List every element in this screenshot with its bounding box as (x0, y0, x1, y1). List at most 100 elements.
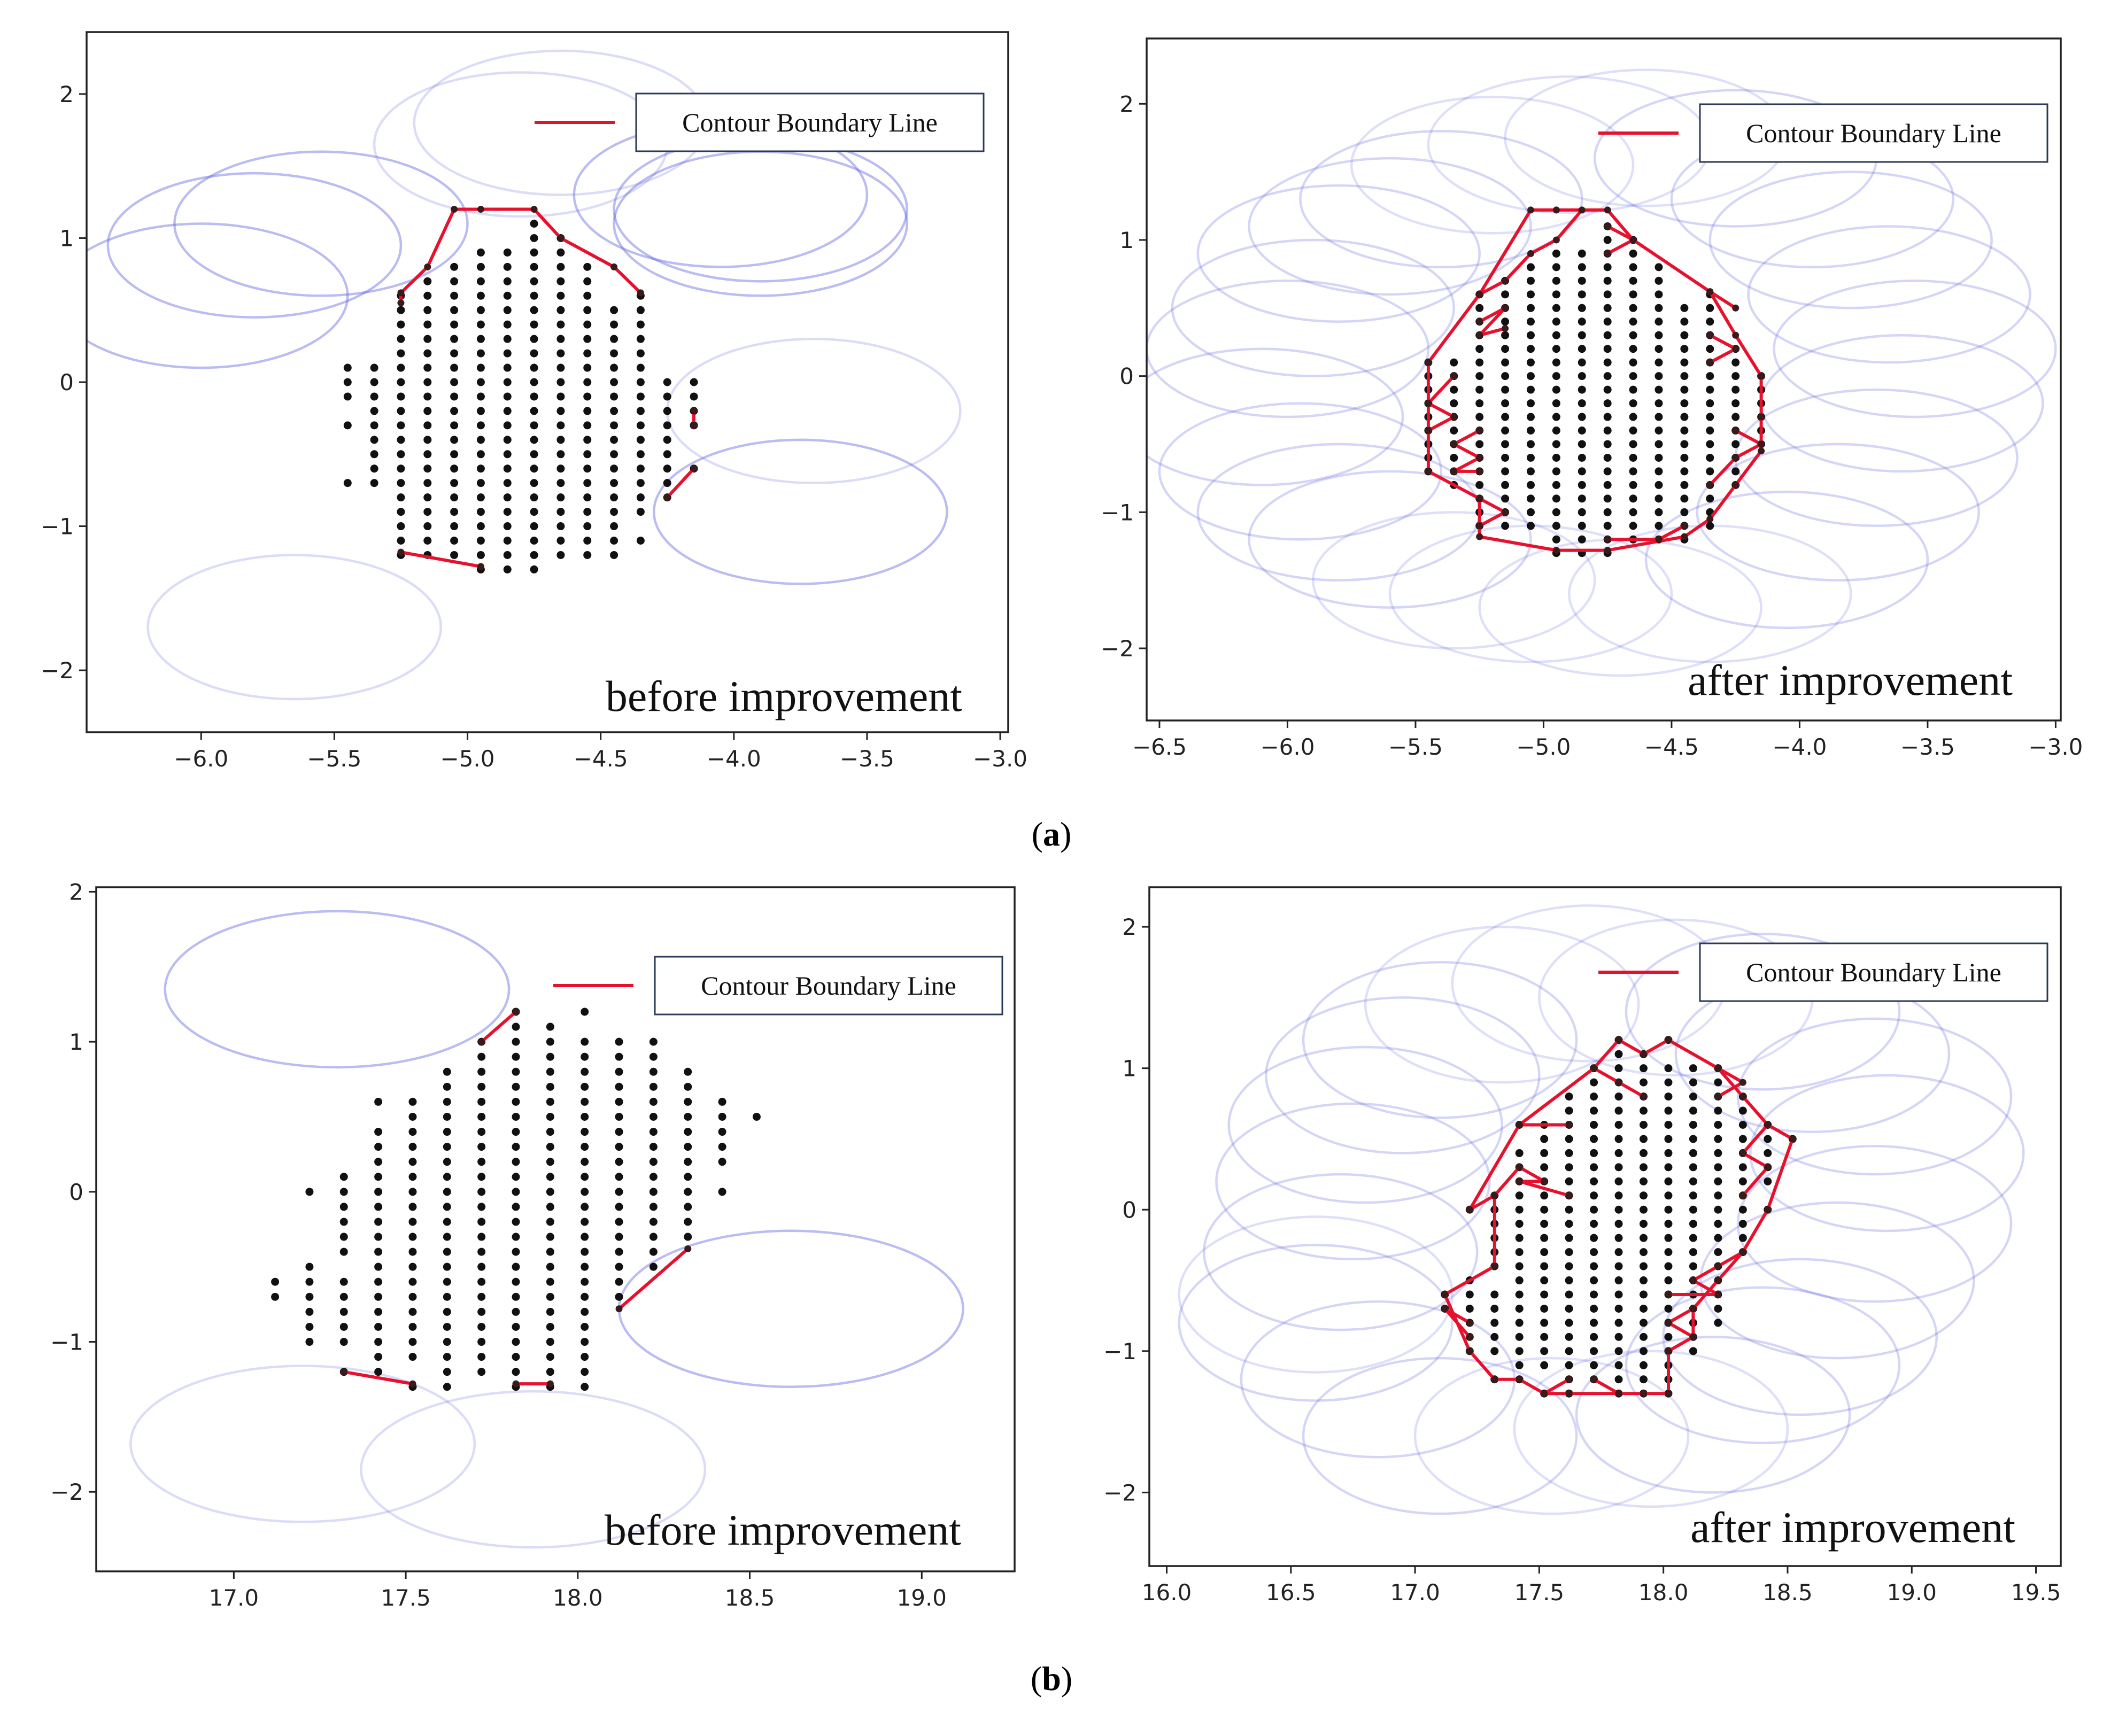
data-point (581, 1007, 589, 1016)
boundary-vertex (1732, 481, 1739, 489)
data-point (477, 1052, 486, 1061)
data-point (477, 1322, 486, 1331)
data-point (503, 508, 512, 516)
circle-mark (173, 150, 469, 297)
data-point (408, 1188, 417, 1196)
data-point (1714, 1177, 1722, 1185)
data-point (1714, 1205, 1722, 1214)
data-point (546, 1277, 554, 1286)
boundary-vertex (409, 1380, 416, 1388)
data-point (1603, 413, 1612, 421)
data-point (583, 349, 592, 358)
data-point (397, 378, 405, 386)
circle-mark (1202, 1173, 1479, 1331)
data-point (423, 464, 432, 473)
panel-annotation: before improvement (605, 1506, 961, 1554)
boundary-vertex (1502, 508, 1509, 516)
data-point (1714, 1149, 1722, 1157)
data-point (1614, 1276, 1623, 1285)
data-point (1526, 453, 1535, 462)
data-point (718, 1188, 726, 1196)
data-point (718, 1128, 726, 1136)
boundary-vertex (1450, 413, 1458, 421)
data-point (305, 1307, 314, 1316)
data-point (1714, 1220, 1722, 1228)
data-point (636, 450, 645, 459)
boundary-vertex (1604, 206, 1611, 214)
data-point (408, 1143, 417, 1151)
data-point (512, 1188, 520, 1196)
data-point (1629, 480, 1637, 489)
data-point (397, 335, 405, 343)
data-point (530, 392, 538, 401)
data-point (615, 1067, 623, 1076)
data-point (1680, 427, 1689, 435)
data-point (397, 421, 405, 430)
data-point (663, 407, 671, 415)
data-point (1526, 522, 1535, 530)
data-point (1680, 317, 1689, 326)
data-point (581, 1262, 589, 1271)
legend-label: Contour Boundary Line (1746, 118, 2001, 148)
boundary-vertex (1739, 1079, 1746, 1086)
data-point (530, 450, 538, 459)
data-point (610, 335, 618, 343)
data-point (1614, 1163, 1623, 1172)
data-point (583, 479, 592, 487)
data-point (1731, 413, 1740, 421)
data-point (1578, 399, 1586, 408)
data-point (512, 1203, 520, 1211)
data-point (512, 1037, 520, 1046)
legend-label: Contour Boundary Line (1746, 957, 2001, 987)
data-point (1490, 1290, 1499, 1299)
data-point (610, 349, 618, 358)
data-point (476, 421, 485, 430)
data-point (450, 392, 459, 401)
data-point (1654, 480, 1663, 489)
boundary-vertex (1466, 1333, 1473, 1340)
boundary-vertex (397, 548, 405, 556)
data-point (546, 1247, 554, 1256)
data-point (512, 1158, 520, 1166)
data-point (374, 1173, 383, 1181)
data-point (370, 436, 378, 444)
data-point (530, 291, 538, 300)
data-point (1614, 1290, 1623, 1299)
x-tick-label: 19.5 (2011, 1579, 2061, 1606)
data-point (423, 537, 432, 545)
y-tick-label: −1 (1103, 1338, 1136, 1365)
x-tick-label: 17.5 (381, 1585, 431, 1611)
data-point (1706, 304, 1714, 312)
data-point (503, 493, 512, 502)
data-point (443, 1322, 451, 1331)
data-point (477, 1097, 486, 1106)
data-point (503, 291, 512, 300)
data-point (546, 1353, 554, 1361)
circle-mark (1747, 225, 2031, 364)
data-point (397, 392, 405, 401)
data-point (476, 349, 485, 358)
data-point (477, 1143, 486, 1151)
data-point (1654, 358, 1663, 367)
data-point (1664, 1078, 1673, 1087)
boundary-line (1741, 1123, 1769, 1197)
data-point (450, 522, 459, 531)
data-point (1706, 413, 1714, 421)
data-point (1629, 290, 1637, 299)
data-point (1490, 1332, 1499, 1341)
data-point (450, 363, 459, 372)
data-point (1603, 494, 1612, 503)
data-point (1640, 1375, 1648, 1384)
data-point (423, 306, 432, 314)
data-point (581, 1277, 589, 1286)
data-point (1578, 508, 1586, 516)
data-point (1603, 480, 1612, 489)
data-point (556, 262, 565, 271)
boundary-vertex (397, 289, 405, 297)
boundary-vertex (1629, 236, 1637, 244)
data-point (443, 1353, 451, 1361)
data-point (546, 1307, 554, 1316)
data-point (1540, 1347, 1549, 1355)
data-point (663, 378, 671, 386)
data-point (615, 1158, 623, 1166)
